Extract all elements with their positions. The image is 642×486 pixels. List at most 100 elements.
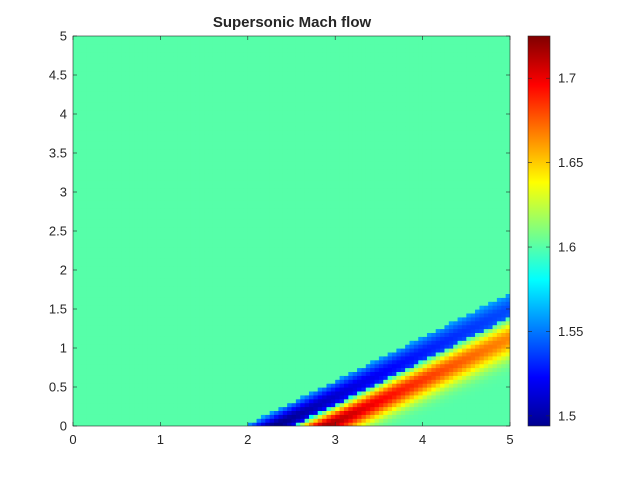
- heatmap-cell: [138, 238, 144, 244]
- heatmap-cell: [435, 262, 441, 267]
- heatmap-cell: [488, 231, 494, 236]
- heatmap-cell: [230, 285, 236, 291]
- heatmap-cell: [475, 351, 481, 357]
- heatmap-cell: [387, 293, 393, 298]
- heatmap-cell: [103, 258, 109, 263]
- heatmap-cell: [256, 285, 262, 291]
- heatmap-cell: [461, 414, 467, 419]
- heatmap-cell: [274, 383, 279, 388]
- heatmap-cell: [383, 379, 389, 384]
- heatmap-cell: [475, 363, 481, 369]
- heatmap-cell: [138, 383, 144, 388]
- heatmap-cell: [125, 348, 131, 353]
- heatmap-cell: [365, 328, 371, 333]
- heatmap-cell: [461, 328, 467, 333]
- heatmap-cell: [169, 297, 175, 302]
- heatmap-cell: [282, 289, 288, 294]
- heatmap-cell: [461, 383, 467, 388]
- heatmap-cell: [304, 394, 310, 400]
- heatmap-cell: [94, 332, 100, 337]
- heatmap-cell: [256, 375, 262, 380]
- heatmap-cell: [107, 254, 113, 259]
- heatmap-cell: [182, 293, 188, 298]
- heatmap-cell: [282, 266, 288, 271]
- heatmap-cell: [121, 242, 127, 248]
- heatmap-cell: [269, 418, 275, 423]
- heatmap-cell: [361, 363, 367, 369]
- heatmap-cell: [287, 289, 293, 294]
- heatmap-cell: [357, 418, 363, 423]
- heatmap-cell: [435, 293, 441, 298]
- heatmap-cell: [125, 414, 131, 419]
- heatmap-cell: [265, 293, 271, 298]
- heatmap-cell: [295, 394, 301, 400]
- heatmap-cell: [461, 324, 467, 330]
- heatmap-cell: [164, 402, 170, 408]
- heatmap-cell: [440, 367, 446, 372]
- heatmap-cell: [326, 258, 332, 263]
- heatmap-cell: [400, 371, 406, 376]
- heatmap-cell: [99, 250, 105, 255]
- heatmap-cell: [370, 297, 376, 302]
- heatmap-cell: [488, 270, 494, 275]
- heatmap-cell: [221, 422, 227, 426]
- heatmap-cell: [322, 258, 328, 263]
- heatmap-cell: [125, 293, 131, 298]
- heatmap-cell: [287, 266, 293, 271]
- heatmap-cell: [160, 289, 166, 294]
- heatmap-cell: [348, 375, 354, 380]
- heatmap-cell: [422, 238, 428, 244]
- heatmap-cell: [195, 231, 201, 236]
- heatmap-cell: [239, 246, 245, 252]
- heatmap-cell: [357, 262, 363, 267]
- heatmap-cell: [164, 418, 170, 423]
- heatmap-cell: [278, 328, 284, 333]
- heatmap-cell: [186, 242, 192, 248]
- heatmap-cell: [121, 406, 127, 411]
- heatmap-cell: [387, 301, 393, 306]
- heatmap-cell: [370, 359, 376, 365]
- heatmap-cell: [475, 359, 481, 365]
- heatmap-cell: [308, 254, 314, 259]
- heatmap-cell: [453, 262, 459, 267]
- heatmap-cell: [370, 406, 376, 411]
- heatmap-cell: [374, 324, 380, 330]
- heatmap-cell: [413, 375, 419, 380]
- heatmap-cell: [357, 246, 363, 252]
- heatmap-cell: [278, 355, 284, 361]
- heatmap-cell: [256, 289, 262, 294]
- heatmap-cell: [225, 418, 231, 423]
- heatmap-cell: [260, 320, 266, 326]
- heatmap-cell: [204, 383, 210, 388]
- heatmap-cell: [239, 324, 245, 330]
- heatmap-cell: [160, 242, 166, 248]
- heatmap-cell: [156, 422, 161, 426]
- heatmap-cell: [488, 281, 494, 287]
- heatmap-cell: [260, 312, 266, 318]
- heatmap-cell: [461, 410, 467, 415]
- heatmap-cell: [274, 367, 279, 372]
- heatmap-cell: [239, 344, 245, 349]
- heatmap-cell: [278, 309, 284, 314]
- heatmap-cell: [396, 363, 402, 369]
- heatmap-cell: [204, 367, 210, 372]
- heatmap-cell: [440, 371, 446, 376]
- heatmap-cell: [361, 273, 367, 279]
- heatmap-cell: [243, 398, 249, 404]
- heatmap-cell: [269, 371, 275, 376]
- heatmap-cell: [112, 410, 118, 415]
- heatmap-cell: [505, 390, 510, 396]
- heatmap-cell: [440, 238, 446, 244]
- heatmap-cell: [103, 363, 109, 369]
- heatmap-cell: [392, 246, 397, 252]
- heatmap-cell: [142, 367, 148, 372]
- heatmap-cell: [343, 281, 349, 287]
- heatmap-cell: [77, 305, 83, 310]
- heatmap-cell: [287, 316, 293, 322]
- heatmap-cell: [295, 277, 301, 283]
- heatmap-cell: [313, 301, 319, 306]
- heatmap-cell: [230, 309, 236, 314]
- heatmap-cell: [426, 231, 432, 236]
- heatmap-cell: [492, 387, 498, 392]
- heatmap-cell: [129, 359, 135, 365]
